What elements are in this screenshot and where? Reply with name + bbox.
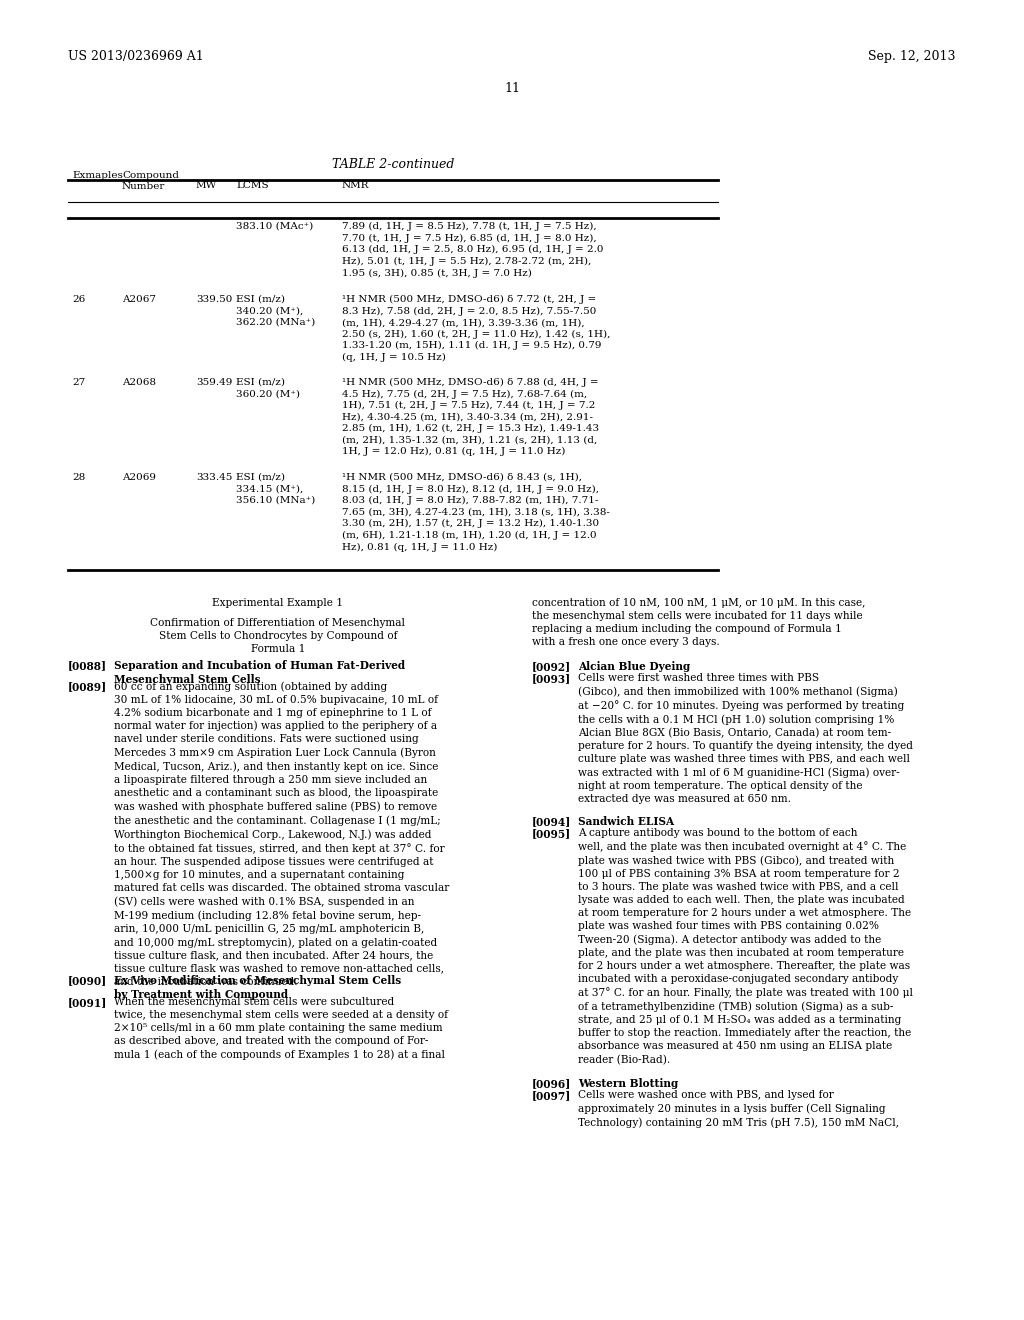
Text: 339.50: 339.50 <box>196 294 232 304</box>
Text: 26: 26 <box>72 294 85 304</box>
Text: ESI (m/z)
334.15 (M⁺),
356.10 (MNa⁺): ESI (m/z) 334.15 (M⁺), 356.10 (MNa⁺) <box>236 473 315 504</box>
Text: A2069: A2069 <box>122 473 156 482</box>
Text: ESI (m/z)
360.20 (M⁺): ESI (m/z) 360.20 (M⁺) <box>236 378 300 399</box>
Text: TABLE 2-continued: TABLE 2-continued <box>332 158 455 172</box>
Text: Western Blotting: Western Blotting <box>578 1078 678 1089</box>
Text: 359.49: 359.49 <box>196 378 232 387</box>
Text: ¹H NMR (500 MHz, DMSO-d6) δ 7.88 (d, 4H, J =
4.5 Hz), 7.75 (d, 2H, J = 7.5 Hz), : ¹H NMR (500 MHz, DMSO-d6) δ 7.88 (d, 4H,… <box>342 378 599 457</box>
Text: MW: MW <box>196 181 217 190</box>
Text: [0088]: [0088] <box>68 660 108 671</box>
Text: Alcian Blue Dyeing: Alcian Blue Dyeing <box>578 661 690 672</box>
Text: Sandwich ELISA: Sandwich ELISA <box>578 816 674 828</box>
Text: concentration of 10 nM, 100 nM, 1 μM, or 10 μM. In this case,
the mesenchymal st: concentration of 10 nM, 100 nM, 1 μM, or… <box>532 598 865 647</box>
Text: [0094]: [0094] <box>532 816 571 828</box>
Text: [0091]: [0091] <box>68 997 108 1008</box>
Text: 7.89 (d, 1H, J = 8.5 Hz), 7.78 (t, 1H, J = 7.5 Hz),
7.70 (t, 1H, J = 7.5 Hz), 6.: 7.89 (d, 1H, J = 8.5 Hz), 7.78 (t, 1H, J… <box>342 222 603 277</box>
Text: [0096]: [0096] <box>532 1078 571 1089</box>
Text: LCMS: LCMS <box>236 181 268 190</box>
Text: ¹H NMR (500 MHz, DMSO-d6) δ 8.43 (s, 1H),
8.15 (d, 1H, J = 8.0 Hz), 8.12 (d, 1H,: ¹H NMR (500 MHz, DMSO-d6) δ 8.43 (s, 1H)… <box>342 473 610 552</box>
Text: [0097]: [0097] <box>532 1090 571 1101</box>
Text: Separation and Incubation of Human Fat-Derived
Mesenchymal Stem Cells: Separation and Incubation of Human Fat-D… <box>114 660 406 685</box>
Text: Sep. 12, 2013: Sep. 12, 2013 <box>868 50 956 63</box>
Text: When the mesenchymal stem cells were subcultured
twice, the mesenchymal stem cel: When the mesenchymal stem cells were sub… <box>114 997 449 1060</box>
Text: [0092]: [0092] <box>532 661 571 672</box>
Text: A2068: A2068 <box>122 378 156 387</box>
Text: Cells were first washed three times with PBS
(Gibco), and then immobilized with : Cells were first washed three times with… <box>578 673 913 804</box>
Text: Exmaples: Exmaples <box>72 172 123 180</box>
Text: Compound
Number: Compound Number <box>122 172 179 191</box>
Text: ESI (m/z)
340.20 (M⁺),
362.20 (MNa⁺): ESI (m/z) 340.20 (M⁺), 362.20 (MNa⁺) <box>236 294 315 327</box>
Text: [0090]: [0090] <box>68 975 108 986</box>
Text: A capture antibody was bound to the bottom of each
well, and the plate was then : A capture antibody was bound to the bott… <box>578 828 913 1065</box>
Text: 11: 11 <box>504 82 520 95</box>
Text: Ex Vivo Modification of Mesenchymal Stem Cells
by Treatment with Compound: Ex Vivo Modification of Mesenchymal Stem… <box>114 975 401 1001</box>
Text: 28: 28 <box>72 473 85 482</box>
Text: ¹H NMR (500 MHz, DMSO-d6) δ 7.72 (t, 2H, J =
8.3 Hz), 7.58 (dd, 2H, J = 2.0, 8.5: ¹H NMR (500 MHz, DMSO-d6) δ 7.72 (t, 2H,… <box>342 294 610 362</box>
Text: [0089]: [0089] <box>68 681 108 692</box>
Text: Experimental Example 1: Experimental Example 1 <box>213 598 343 609</box>
Text: 27: 27 <box>72 378 85 387</box>
Text: NMR: NMR <box>342 181 370 190</box>
Text: 60 cc of an expanding solution (obtained by adding
30 mL of 1% lidocaine, 30 mL : 60 cc of an expanding solution (obtained… <box>114 681 450 986</box>
Text: US 2013/0236969 A1: US 2013/0236969 A1 <box>68 50 204 63</box>
Text: [0095]: [0095] <box>532 828 571 840</box>
Text: 383.10 (MAc⁺): 383.10 (MAc⁺) <box>236 222 313 231</box>
Text: A2067: A2067 <box>122 294 156 304</box>
Text: Confirmation of Differentiation of Mesenchymal
Stem Cells to Chondrocytes by Com: Confirmation of Differentiation of Mesen… <box>151 618 406 655</box>
Text: [0093]: [0093] <box>532 673 571 684</box>
Text: 333.45: 333.45 <box>196 473 232 482</box>
Text: Cells were washed once with PBS, and lysed for
approximately 20 minutes in a lys: Cells were washed once with PBS, and lys… <box>578 1090 899 1127</box>
